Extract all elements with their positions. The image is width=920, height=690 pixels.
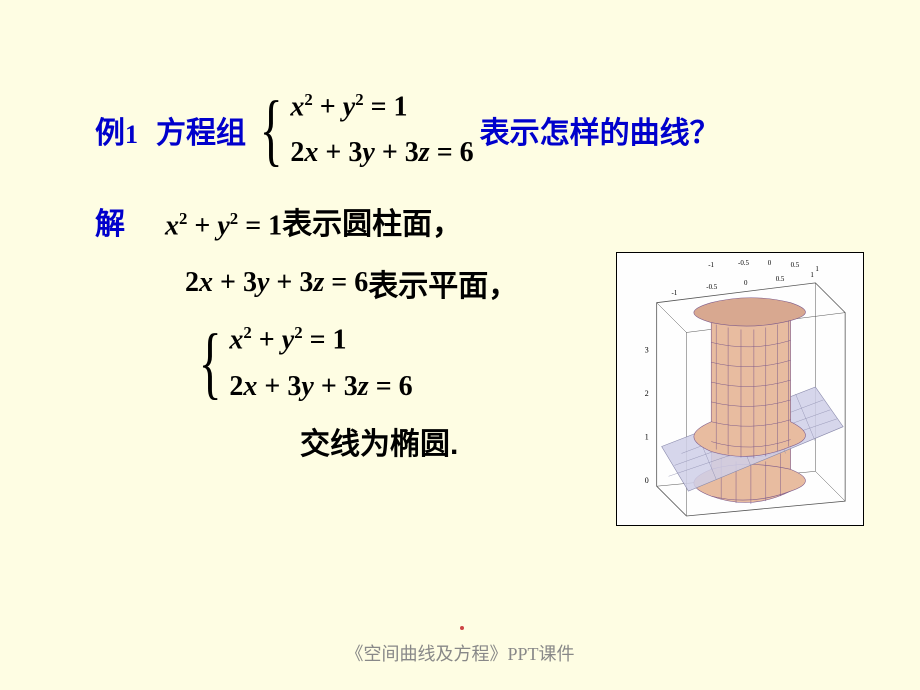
svg-text:0: 0 <box>645 476 649 485</box>
left-brace-icon: { <box>260 94 283 166</box>
prompt-left: 方程组 <box>156 108 246 152</box>
svg-text:-1: -1 <box>672 289 678 297</box>
svg-text:0: 0 <box>768 259 772 267</box>
svg-text:1: 1 <box>645 433 649 442</box>
sol-eq-b: 2x + 3y + 3z = 6 <box>185 267 368 299</box>
footer-text: 《空间曲线及方程》PPT课件 <box>0 640 920 666</box>
sol-txt-b: 表示平面， <box>368 261 518 305</box>
solution-label: 解 <box>95 199 125 243</box>
example-line: 例1 方程组 { x2 + y2 = 1 2x + 3y + 3z = 6 表示… <box>95 90 860 169</box>
svg-text:-0.5: -0.5 <box>738 259 750 267</box>
figure-3d: 0 1 2 3 -1 -0.5 0 0.5 1 1 0.5 0 -0.5 -1 <box>616 252 864 526</box>
eq-bot: 2x + 3y + 3z = 6 <box>290 137 473 169</box>
dot-accent <box>460 626 464 630</box>
example-label-prefix: 例 <box>95 117 125 150</box>
svg-text:3: 3 <box>645 345 649 354</box>
figure-svg: 0 1 2 3 -1 -0.5 0 0.5 1 1 0.5 0 -0.5 -1 <box>617 253 863 525</box>
example-label-num: 1 <box>125 120 138 149</box>
svg-text:2: 2 <box>645 389 649 398</box>
svg-text:1: 1 <box>815 265 819 273</box>
svg-text:-0.5: -0.5 <box>706 283 718 291</box>
system-brace-1: { x2 + y2 = 1 2x + 3y + 3z = 6 <box>252 90 474 169</box>
sys-bot: 2x + 3y + 3z = 6 <box>229 371 412 403</box>
system-brace-2: { x2 + y2 = 1 2x + 3y + 3z = 6 <box>191 323 413 402</box>
prompt-right: 表示怎样的曲线？ <box>480 108 720 152</box>
svg-text:0: 0 <box>744 279 748 287</box>
result-text: 交线为椭圆. <box>300 419 458 463</box>
svg-text:0.5: 0.5 <box>776 275 785 283</box>
svg-text:1: 1 <box>810 271 814 279</box>
sol-txt-a: 表示圆柱面， <box>282 199 462 243</box>
sol-eq-a: x2 + y2 = 1 <box>165 209 282 242</box>
example-label: 例1 <box>95 108 138 152</box>
cylinder-upper <box>694 298 806 459</box>
eq-top: x2 + y2 = 1 <box>290 90 473 123</box>
sys-top: x2 + y2 = 1 <box>229 323 412 356</box>
solution-line-a: 解 x2 + y2 = 1 表示圆柱面， <box>95 199 860 243</box>
svg-text:0.5: 0.5 <box>791 261 800 269</box>
svg-text:-1: -1 <box>708 261 714 269</box>
left-brace-icon-2: { <box>199 327 222 399</box>
